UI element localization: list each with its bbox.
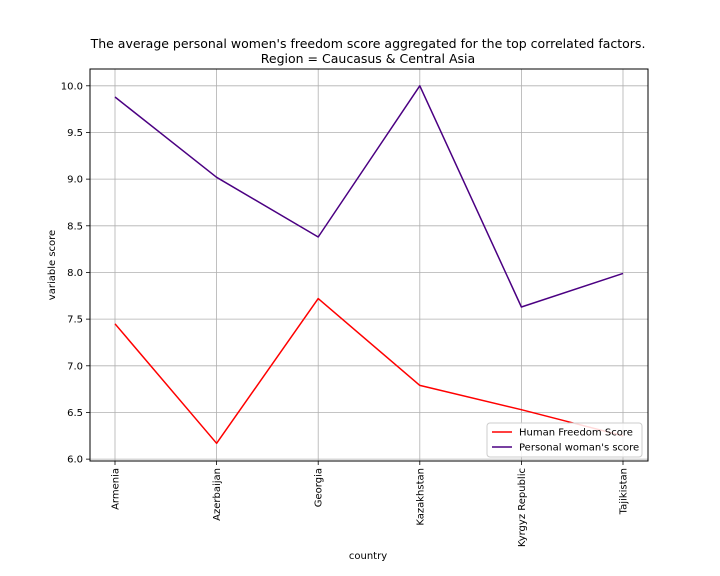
y-tick-label: 9.0	[67, 175, 83, 186]
series-line-human-freedom-score	[114, 297, 624, 445]
y-axis-label: variable score	[47, 230, 58, 300]
plot-frame	[89, 68, 649, 462]
y-tick-label: 10.0	[61, 81, 83, 92]
x-tick-label: Kazakhstan	[415, 468, 426, 526]
y-tick-label: 6.0	[67, 455, 83, 466]
chart-subtitle: Region = Caucasus & Central Asia	[261, 51, 475, 66]
legend: Human Freedom Score Personal woman's sco…	[486, 422, 643, 458]
x-tick-label: Tajikistan	[619, 468, 630, 515]
y-tick-label: 7.5	[67, 315, 83, 326]
y-tick-label: 8.0	[67, 268, 83, 279]
legend-label-personal-womans-score: Personal woman's score	[519, 443, 639, 454]
y-tick-label: 7.0	[67, 361, 83, 372]
chart-title: The average personal women's freedom sco…	[90, 36, 646, 51]
y-tick-label: 6.5	[67, 408, 83, 419]
x-tick-label: Azerbaijan	[212, 468, 223, 521]
legend-label-human-freedom-score: Human Freedom Score	[519, 428, 633, 439]
x-tick-label: Armenia	[111, 468, 122, 510]
grid-layer	[90, 69, 648, 461]
tick-layer: 6.0 6.5 7.0 7.5 8.0 8.5 9.0 9.5 10.0 Armenia Azerb…	[61, 81, 630, 547]
x-axis-label: country	[349, 551, 387, 562]
x-tick-label: Georgia	[314, 468, 325, 507]
y-tick-label: 9.5	[67, 128, 83, 139]
legend-box	[486, 422, 643, 458]
x-tick-label: Kyrgyz Republic	[517, 468, 528, 547]
series-line-personal-woman-s-score	[114, 85, 624, 308]
y-tick-label: 8.5	[67, 221, 83, 232]
